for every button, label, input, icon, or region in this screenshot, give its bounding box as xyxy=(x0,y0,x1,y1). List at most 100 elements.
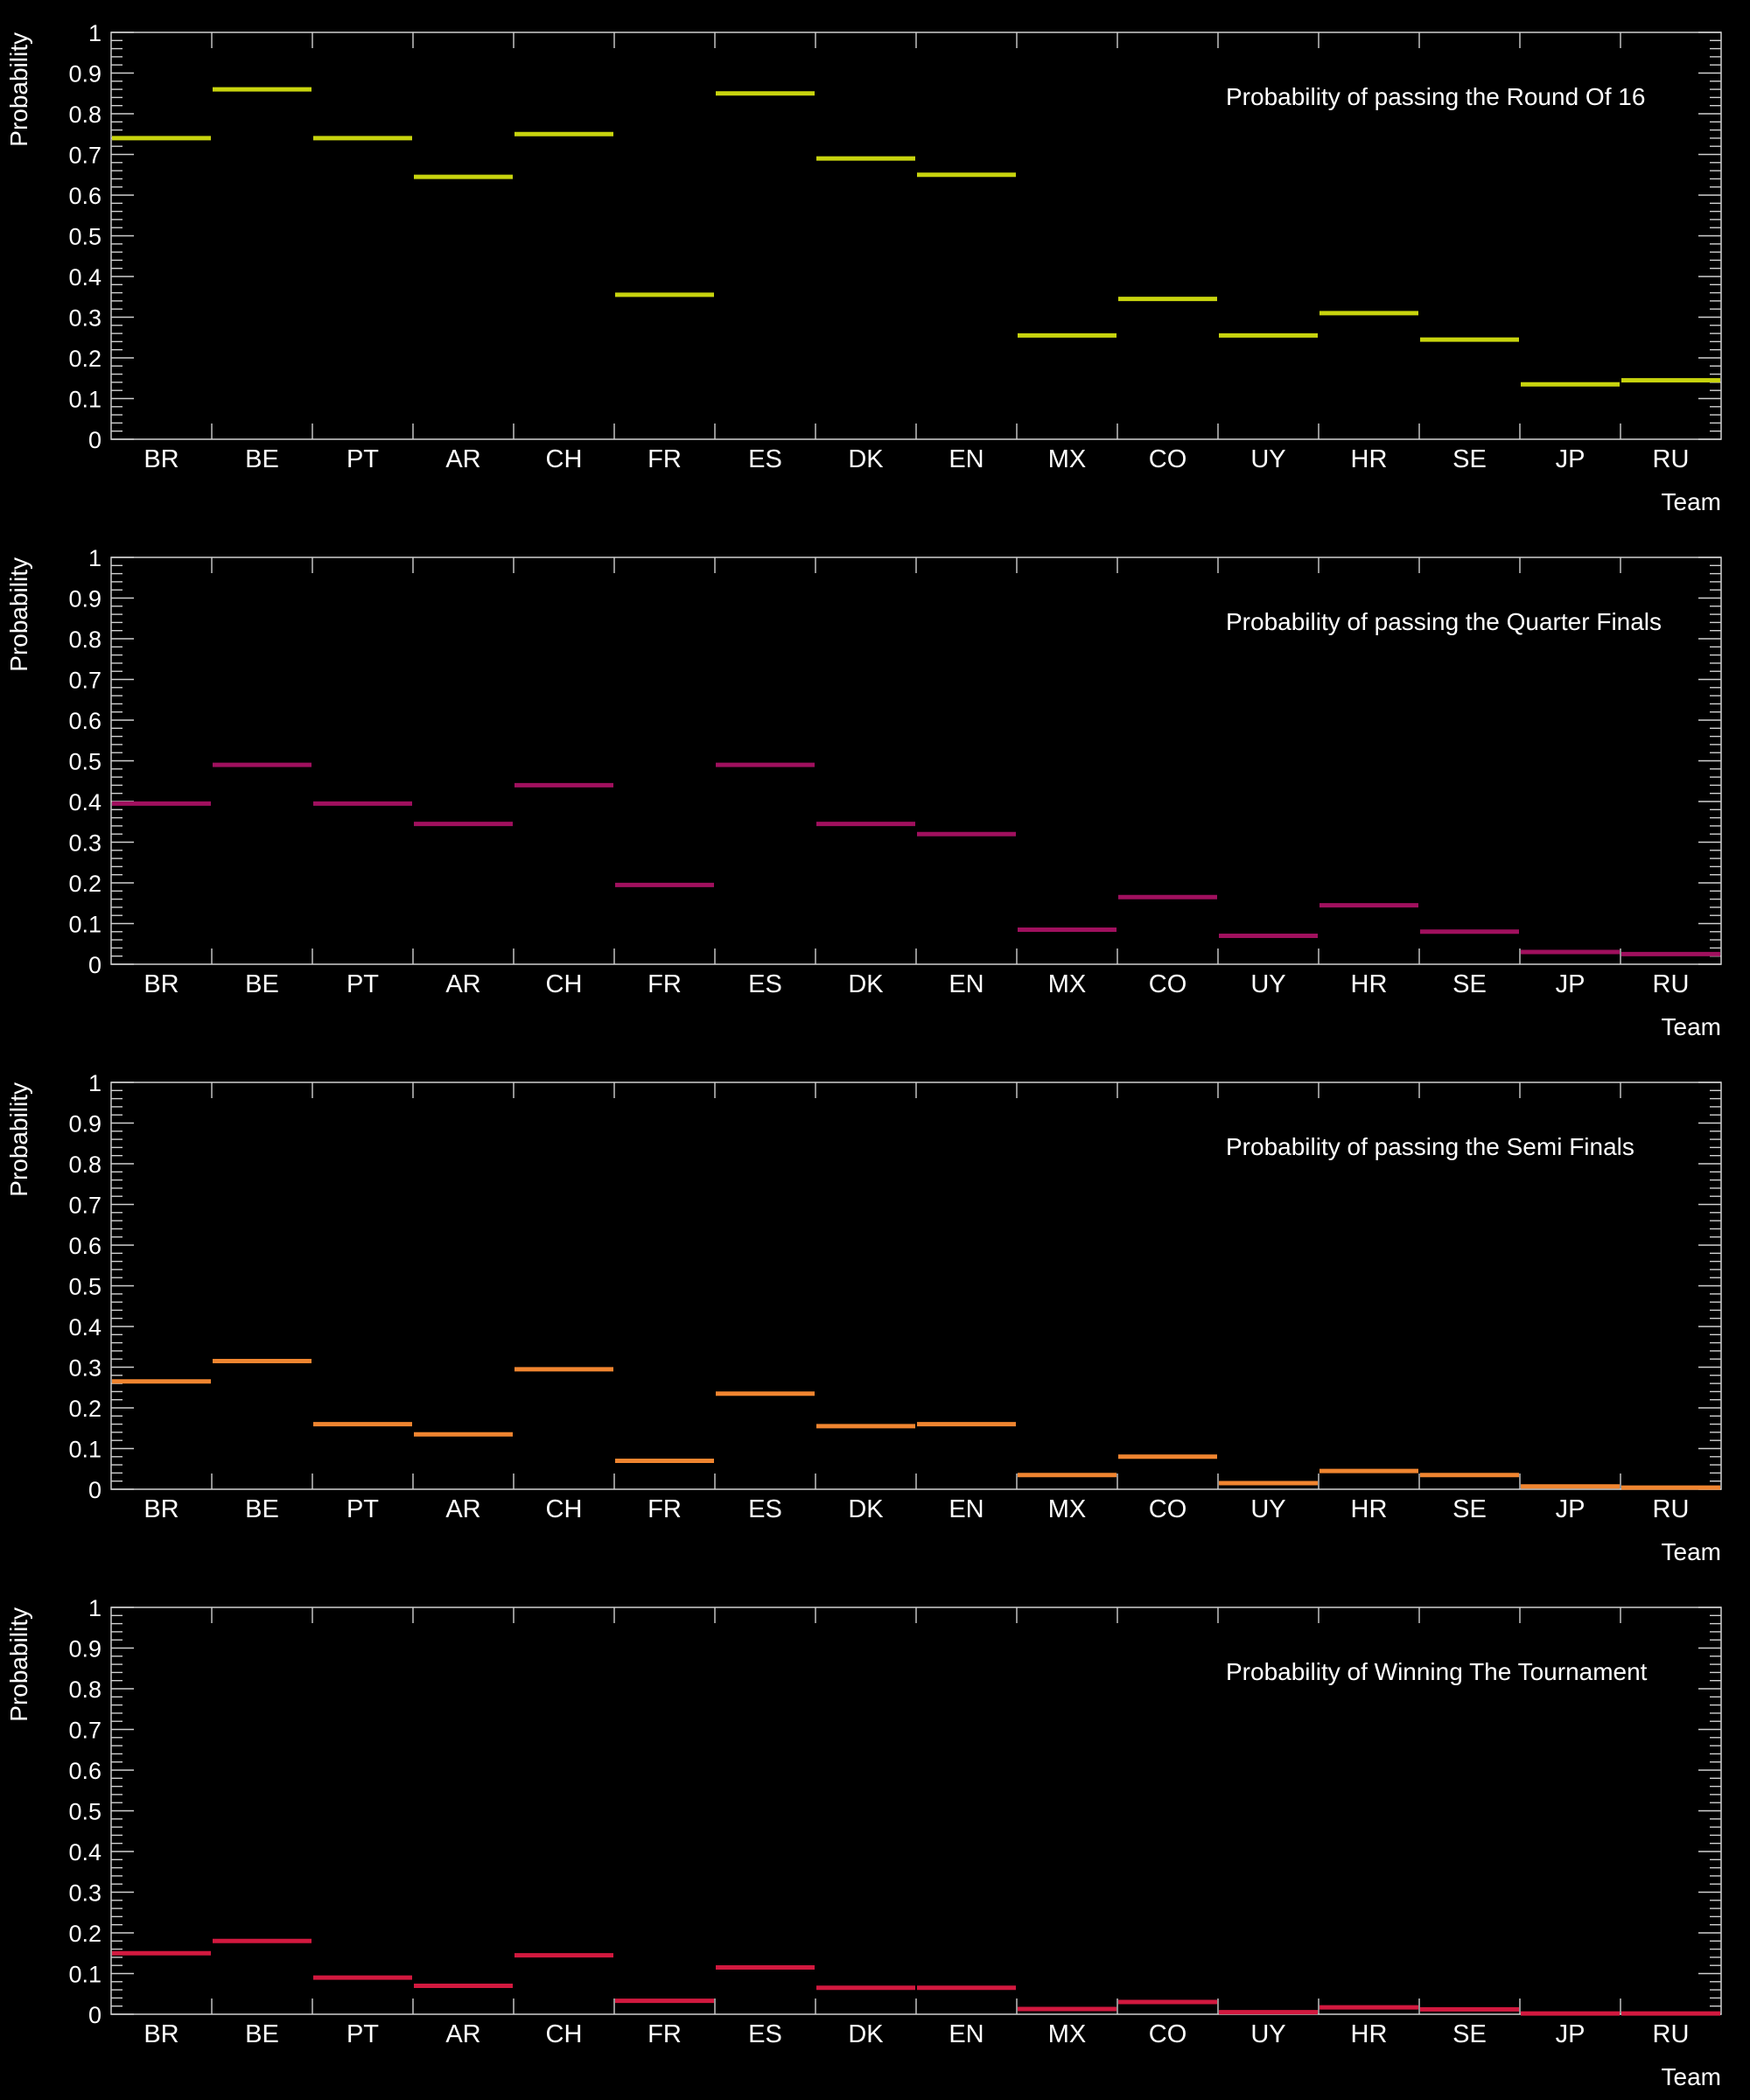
y-tick-label: 0 xyxy=(88,952,102,978)
chart-title: Probability of passing the Quarter Final… xyxy=(1226,608,1662,635)
y-tick-label: 0.3 xyxy=(68,305,102,332)
x-tick-label: FR xyxy=(648,445,682,473)
y-tick-label: 0.2 xyxy=(68,346,102,372)
x-tick-label: BE xyxy=(245,445,279,473)
x-tick-label: RU xyxy=(1653,445,1690,473)
y-axis-label: Probability xyxy=(5,1607,32,1722)
y-tick-label: 0.4 xyxy=(68,1314,102,1340)
x-tick-label: HR xyxy=(1351,2020,1388,2048)
x-tick-label: ES xyxy=(748,970,782,998)
x-tick-label: AR xyxy=(445,1495,480,1523)
x-tick-label: RU xyxy=(1653,970,1690,998)
y-tick-label: 0.1 xyxy=(68,912,102,938)
x-tick-label: BE xyxy=(245,970,279,998)
y-tick-label: 1 xyxy=(88,545,102,571)
y-tick-label: 0.6 xyxy=(68,183,102,209)
y-tick-label: 0.1 xyxy=(68,1962,102,1988)
x-tick-label: HR xyxy=(1351,1495,1388,1523)
y-tick-label: 0.6 xyxy=(68,1233,102,1259)
x-tick-label: AR xyxy=(445,445,480,473)
panel-1: 0 0.1 0.2 0.3 0.4 0.5 0.6 0.7 0.8 0.9 1 BR BE PT AR CH F… xyxy=(5,20,1722,515)
x-tick-label: BR xyxy=(144,1495,178,1523)
x-tick-label: SE xyxy=(1452,1495,1487,1523)
y-tick-label: 0.9 xyxy=(68,1111,102,1138)
x-tick-label: BR xyxy=(144,2020,178,2048)
panel-2: 0 0.1 0.2 0.3 0.4 0.5 0.6 0.7 0.8 0.9 1 BR BE PT AR CH F… xyxy=(5,545,1722,1040)
x-tick-label: PT xyxy=(346,445,379,473)
y-tick-label: 0.8 xyxy=(68,1152,102,1178)
x-tick-label: FR xyxy=(648,2020,682,2048)
y-tick-label: 0.6 xyxy=(68,708,102,734)
x-tick-label: JP xyxy=(1556,445,1586,473)
x-tick-label: EN xyxy=(948,445,984,473)
x-tick-label: JP xyxy=(1556,2020,1586,2048)
x-tick-label: MX xyxy=(1048,1495,1087,1523)
y-tick-label: 0.7 xyxy=(68,143,102,169)
y-tick-label: 0.8 xyxy=(68,1676,102,1703)
x-tick-label: BE xyxy=(245,1495,279,1523)
panel-4: 0 0.1 0.2 0.3 0.4 0.5 0.6 0.7 0.8 0.9 1 BR BE PT AR CH F… xyxy=(5,1595,1722,2090)
y-tick-label: 0.8 xyxy=(68,102,102,128)
x-tick-label: BR xyxy=(144,970,178,998)
y-tick-label: 0.4 xyxy=(68,1839,102,1866)
x-tick-label: UY xyxy=(1250,2020,1285,2048)
x-axis-label: Team xyxy=(1662,488,1721,515)
x-tick-label: SE xyxy=(1452,970,1487,998)
x-tick-label: JP xyxy=(1556,1495,1586,1523)
x-tick-label: AR xyxy=(445,2020,480,2048)
y-tick-label: 0.5 xyxy=(68,1799,102,1825)
y-tick-label: 0.4 xyxy=(68,789,102,816)
y-tick-label: 0.9 xyxy=(68,586,102,612)
y-axis-label: Probability xyxy=(5,557,32,672)
x-tick-label: AR xyxy=(445,970,480,998)
y-tick-label: 0.4 xyxy=(68,264,102,290)
y-axis-label: Probability xyxy=(5,1082,32,1197)
x-axis-label: Team xyxy=(1662,1013,1721,1040)
x-tick-label: JP xyxy=(1556,970,1586,998)
y-tick-label: 0.1 xyxy=(68,387,102,413)
y-tick-label: 0.3 xyxy=(68,1355,102,1382)
y-tick-label: 1 xyxy=(88,1070,102,1096)
x-tick-label: UY xyxy=(1250,970,1285,998)
x-tick-label: ES xyxy=(748,445,782,473)
x-tick-label: MX xyxy=(1048,970,1087,998)
x-tick-label: CO xyxy=(1149,445,1187,473)
x-tick-label: DK xyxy=(848,2020,884,2048)
y-tick-label: 0.3 xyxy=(68,830,102,857)
x-tick-label: SE xyxy=(1452,2020,1487,2048)
y-tick-label: 0.9 xyxy=(68,61,102,88)
y-tick-label: 0 xyxy=(88,2002,102,2028)
x-tick-label: DK xyxy=(848,970,884,998)
y-tick-label: 1 xyxy=(88,1595,102,1621)
x-tick-label: HR xyxy=(1351,445,1388,473)
y-tick-label: 0.5 xyxy=(68,224,102,250)
y-tick-label: 0 xyxy=(88,1477,102,1503)
x-tick-label: UY xyxy=(1250,1495,1285,1523)
y-tick-label: 0.7 xyxy=(68,668,102,694)
y-tick-label: 0.7 xyxy=(68,1193,102,1219)
y-tick-label: 0.2 xyxy=(68,1396,102,1422)
x-tick-label: EN xyxy=(948,970,984,998)
x-tick-label: DK xyxy=(848,1495,884,1523)
x-tick-label: BE xyxy=(245,2020,279,2048)
x-tick-label: FR xyxy=(648,1495,682,1523)
x-tick-label: ES xyxy=(748,1495,782,1523)
x-tick-label: MX xyxy=(1048,2020,1087,2048)
x-tick-label: PT xyxy=(346,1495,379,1523)
panel-3: 0 0.1 0.2 0.3 0.4 0.5 0.6 0.7 0.8 0.9 1 BR BE PT AR CH F… xyxy=(5,1070,1722,1565)
y-tick-label: 0.1 xyxy=(68,1437,102,1463)
x-tick-label: CH xyxy=(546,445,583,473)
x-tick-label: EN xyxy=(948,2020,984,2048)
chart-title: Probability of passing the Round Of 16 xyxy=(1226,83,1645,110)
x-tick-label: CH xyxy=(546,1495,583,1523)
y-tick-label: 1 xyxy=(88,20,102,46)
x-tick-label: ES xyxy=(748,2020,782,2048)
x-tick-label: UY xyxy=(1250,445,1285,473)
x-tick-label: CO xyxy=(1149,970,1187,998)
y-tick-label: 0.5 xyxy=(68,1274,102,1300)
y-tick-label: 0.7 xyxy=(68,1718,102,1744)
x-tick-label: DK xyxy=(848,445,884,473)
x-tick-label: CH xyxy=(546,970,583,998)
x-tick-label: EN xyxy=(948,1495,984,1523)
